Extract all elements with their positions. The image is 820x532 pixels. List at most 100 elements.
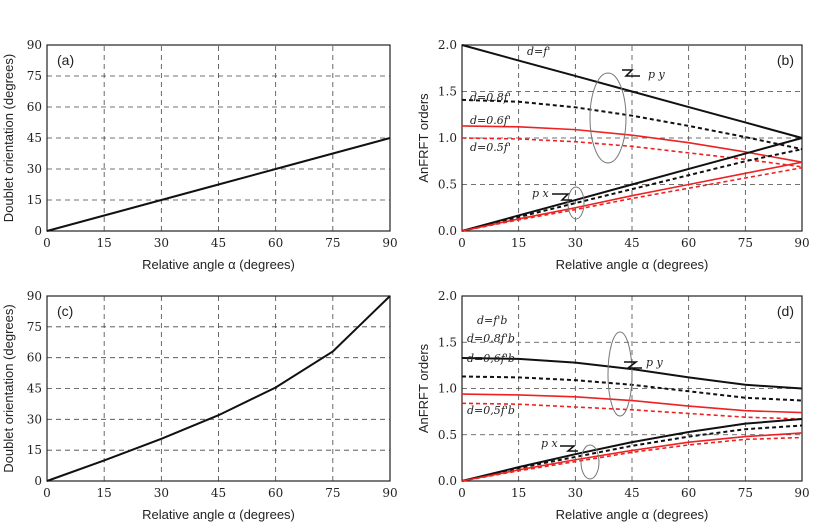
y-tick-label: 0.0 <box>438 474 457 488</box>
y-tick-label: 0.0 <box>438 224 457 238</box>
x-tick-label: 30 <box>568 236 583 250</box>
annotation-label: d=0.5f' <box>470 141 511 154</box>
py-group-ellipse <box>607 331 633 417</box>
annotation-label: p y <box>648 68 666 81</box>
y-tick-label: 1.5 <box>438 85 457 99</box>
series-line-0 <box>46 137 391 232</box>
panel-b: 0 15 30 45 60 75 90 0.0 0.5 1.0 1.5 2.0 Relative ang… <box>416 38 810 272</box>
y-tick-label: 2.0 <box>438 289 457 303</box>
y-tick-label: 1.0 <box>438 131 457 145</box>
x-tick-label: 15 <box>97 486 112 500</box>
py-arrow-icon <box>622 69 640 77</box>
series-line-7 <box>461 166 803 232</box>
series-line-6 <box>461 432 803 482</box>
x-tick-label: 45 <box>624 486 639 500</box>
y-tick-label: 45 <box>27 382 42 396</box>
y-tick-label: 90 <box>27 38 42 52</box>
y-tick-label: 0 <box>34 474 42 488</box>
y-tick-label: 15 <box>27 193 42 207</box>
annotation-label: d=0.8f' <box>470 91 511 104</box>
x-tick-label: 0 <box>458 236 466 250</box>
x-axis-label: Relative angle α (degrees) <box>556 257 709 272</box>
y-tick-label: 75 <box>27 69 42 83</box>
x-tick-label: 30 <box>154 236 169 250</box>
px-arrow-icon <box>552 193 572 201</box>
y-tick-label: 75 <box>27 320 42 334</box>
x-tick-label: 60 <box>268 486 283 500</box>
x-tick-label: 30 <box>154 486 169 500</box>
py-arrow-icon <box>624 361 642 369</box>
panel-label-left: (c) <box>57 303 73 319</box>
series-line-7 <box>461 436 803 482</box>
y-tick-label: 45 <box>27 131 42 145</box>
panel-label-left: (a) <box>57 52 74 68</box>
annotation-label: p x <box>532 187 550 200</box>
y-axis-label: AnFRFT orders <box>416 93 431 183</box>
panel-label: (d) <box>777 303 794 319</box>
y-tick-label: 0.5 <box>438 178 457 192</box>
x-tick-label: 0 <box>43 236 51 250</box>
y-tick-label: 1.5 <box>438 335 457 349</box>
annotation-label: d=0.8f'b <box>467 332 515 345</box>
x-tick-label: 60 <box>268 236 283 250</box>
annotation-label: d=0,6f'b <box>467 352 515 365</box>
series-line-1 <box>461 98 803 151</box>
x-tick-label: 75 <box>738 236 753 250</box>
x-tick-label: 0 <box>458 486 466 500</box>
y-tick-label: 30 <box>27 412 42 426</box>
x-axis-label: Relative angle α (degrees) <box>142 507 295 522</box>
y-tick-label: 0.5 <box>438 428 457 442</box>
series-line-0 <box>461 44 803 139</box>
y-tick-label: 60 <box>27 100 42 114</box>
x-axis-label: Relative angle α (degrees) <box>142 257 295 272</box>
annotation-label: p y <box>646 356 664 369</box>
annotation-label: d=f'b <box>477 314 507 327</box>
y-axis-label: Doublet orientation (degrees) <box>1 54 16 222</box>
x-tick-label: 90 <box>794 486 809 500</box>
panel-label: (b) <box>777 52 794 68</box>
x-tick-label: 90 <box>794 236 809 250</box>
y-tick-label: 0 <box>34 224 42 238</box>
series-line-4 <box>461 137 803 232</box>
annotation-label: p x <box>541 437 559 450</box>
x-tick-label: 60 <box>681 486 696 500</box>
y-tick-label: 1.0 <box>438 382 457 396</box>
series-line-3 <box>461 137 803 168</box>
y-axis-label: AnFRFT orders <box>416 343 431 433</box>
series-line-2 <box>461 393 803 414</box>
px-group-ellipse <box>580 444 600 480</box>
x-tick-label: 45 <box>211 486 226 500</box>
py-group-ellipse <box>589 72 627 164</box>
panel-c: 0 15 30 45 60 75 90 0 15 30 45 60 75 90 Relative angle… <box>1 289 398 522</box>
panel-a: 0 15 30 45 60 75 90 0 15 30 45 60 75 90 Relative angle… <box>1 38 398 272</box>
annotation-label: d=0,5f'b <box>467 404 515 417</box>
series-line-5 <box>461 424 803 482</box>
x-tick-label: 15 <box>511 486 526 500</box>
x-tick-label: 0 <box>43 486 51 500</box>
series-line-3 <box>461 402 803 420</box>
px-arrow-icon <box>560 445 578 452</box>
y-tick-label: 30 <box>27 162 42 176</box>
y-tick-label: 90 <box>27 289 42 303</box>
x-tick-label: 75 <box>325 486 340 500</box>
series-line-2 <box>461 125 803 163</box>
x-tick-label: 90 <box>382 486 397 500</box>
series-line-6 <box>461 161 803 232</box>
x-tick-label: 45 <box>211 236 226 250</box>
x-tick-label: 15 <box>97 236 112 250</box>
annotation-label: d=f' <box>527 45 550 58</box>
x-tick-label: 75 <box>325 236 340 250</box>
y-tick-label: 15 <box>27 443 42 457</box>
x-axis-label: Relative angle α (degrees) <box>556 507 709 522</box>
series-line-0 <box>46 295 391 482</box>
x-tick-label: 30 <box>568 486 583 500</box>
x-tick-label: 45 <box>624 236 639 250</box>
x-tick-label: 60 <box>681 236 696 250</box>
series-line-5 <box>461 148 803 232</box>
axes-frame <box>46 295 391 482</box>
y-tick-label: 2.0 <box>438 38 457 52</box>
x-tick-label: 90 <box>382 236 397 250</box>
annotation-label: d=0.6f' <box>470 114 511 127</box>
